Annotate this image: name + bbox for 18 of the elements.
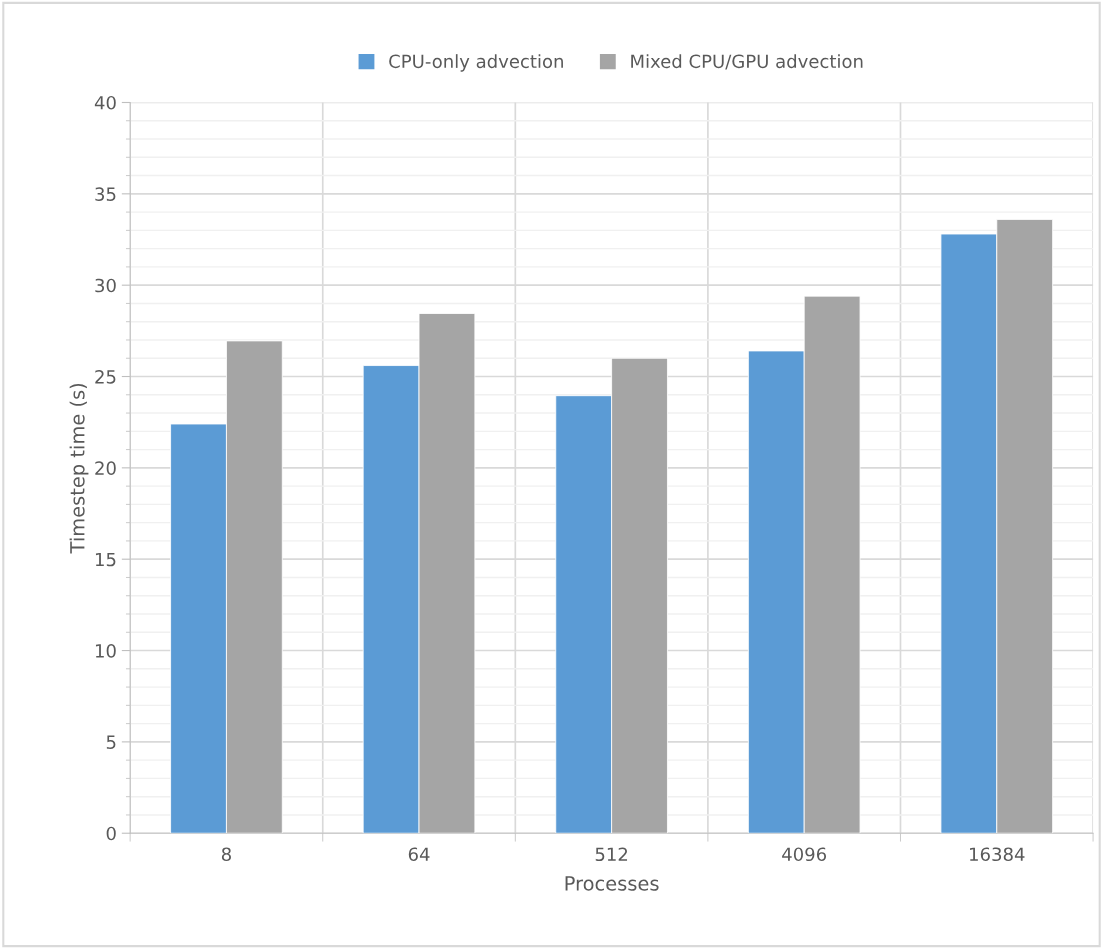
- y-tick-label: 15: [95, 552, 116, 567]
- y-tick-label: 5: [106, 735, 116, 749]
- y-tick-label: 25: [95, 369, 116, 384]
- y-tick-label: 30: [95, 278, 116, 293]
- y-tick-label: 35: [95, 187, 116, 201]
- x-tick-label: 64: [408, 847, 430, 862]
- x-tick-label: 512: [595, 847, 628, 862]
- legend-label: CPU-only advection: [389, 54, 563, 72]
- y-tick-label: 40: [94, 95, 116, 110]
- y-tick-label: 10: [95, 644, 116, 658]
- x-axis-title: Processes: [565, 876, 659, 891]
- y-axis-title: Timestep time (s): [69, 383, 89, 554]
- y-tick-label: 0: [106, 826, 116, 841]
- legend-label: Mixed CPU/GPU advection: [631, 54, 863, 70]
- x-tick-label: 8: [221, 847, 231, 862]
- x-tick-label: 4096: [782, 847, 827, 862]
- x-tick-label: 16384: [970, 847, 1025, 862]
- y-tick-label: 20: [95, 461, 116, 475]
